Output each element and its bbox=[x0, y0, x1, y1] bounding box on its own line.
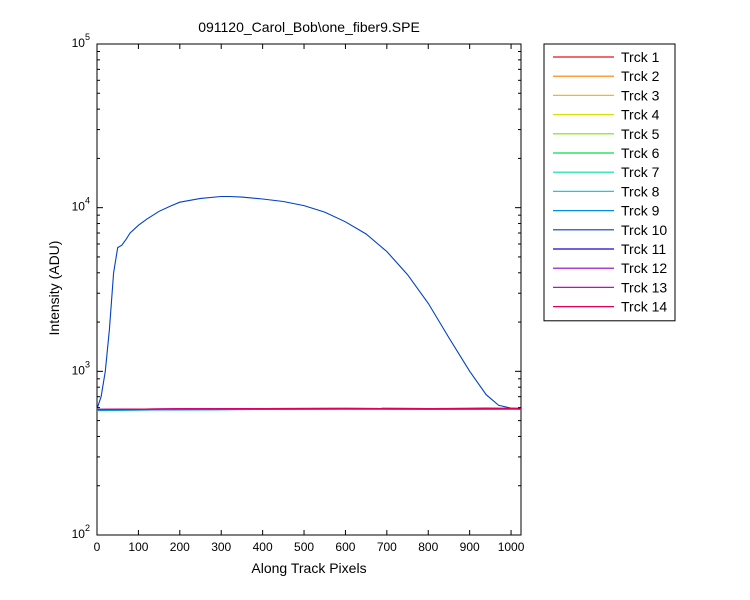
legend-label-trck-14: Trck 14 bbox=[621, 299, 667, 315]
x-tick-label: 700 bbox=[377, 540, 397, 554]
x-tick-label: 900 bbox=[460, 540, 480, 554]
y-axis-label: Intensity (ADU) bbox=[46, 241, 62, 336]
legend-box bbox=[543, 43, 676, 322]
legend-label-trck-12: Trck 12 bbox=[621, 260, 667, 276]
x-tick-label: 400 bbox=[253, 540, 273, 554]
legend-label-trck-1: Trck 1 bbox=[621, 49, 660, 65]
legend: Trck 1 Trck 2 Trck 3 Trck 4 Trck 5 Trck 6 Trck… bbox=[543, 43, 676, 322]
y-tick-label: 105 bbox=[72, 32, 90, 50]
legend-label-trck-9: Trck 9 bbox=[621, 203, 660, 219]
plot-area bbox=[96, 43, 522, 536]
x-tick-label: 0 bbox=[94, 540, 101, 554]
x-axis-label: Along Track Pixels bbox=[251, 560, 366, 576]
series-line-trck-9 bbox=[96, 408, 522, 411]
series-line-trck-10 bbox=[96, 195, 522, 410]
legend-label-trck-5: Trck 5 bbox=[621, 126, 660, 142]
x-tick-label: 200 bbox=[170, 540, 190, 554]
y-tick-label: 104 bbox=[72, 196, 90, 214]
legend-label-trck-4: Trck 4 bbox=[621, 107, 660, 123]
y-axis-ticks: 102 103 104 105 bbox=[72, 32, 521, 541]
legend-label-trck-2: Trck 2 bbox=[621, 68, 660, 84]
y-tick-label: 103 bbox=[72, 359, 90, 377]
chart-title: 091120_Carol_Bob\one_fiber9.SPE bbox=[198, 19, 420, 35]
y-tick-label: 102 bbox=[72, 523, 90, 541]
legend-label-trck-8: Trck 8 bbox=[621, 183, 660, 199]
x-tick-label: 500 bbox=[294, 540, 314, 554]
legend-label-trck-11: Trck 11 bbox=[621, 241, 666, 257]
x-tick-label: 600 bbox=[335, 540, 355, 554]
series-line-trck-14 bbox=[96, 407, 522, 410]
x-tick-label: 300 bbox=[211, 540, 231, 554]
legend-label-trck-6: Trck 6 bbox=[621, 145, 660, 161]
x-tick-label: 1000 bbox=[498, 540, 525, 554]
legend-label-trck-7: Trck 7 bbox=[621, 164, 660, 180]
plot-frame bbox=[96, 43, 522, 536]
legend-label-trck-10: Trck 10 bbox=[621, 222, 667, 238]
x-tick-label: 800 bbox=[418, 540, 438, 554]
x-axis-ticks: 0 100 200 300 400 500 600 700 800 900 1000 bbox=[94, 44, 525, 554]
legend-label-trck-3: Trck 3 bbox=[621, 87, 660, 103]
x-tick-label: 100 bbox=[128, 540, 148, 554]
legend-label-trck-13: Trck 13 bbox=[621, 279, 667, 295]
